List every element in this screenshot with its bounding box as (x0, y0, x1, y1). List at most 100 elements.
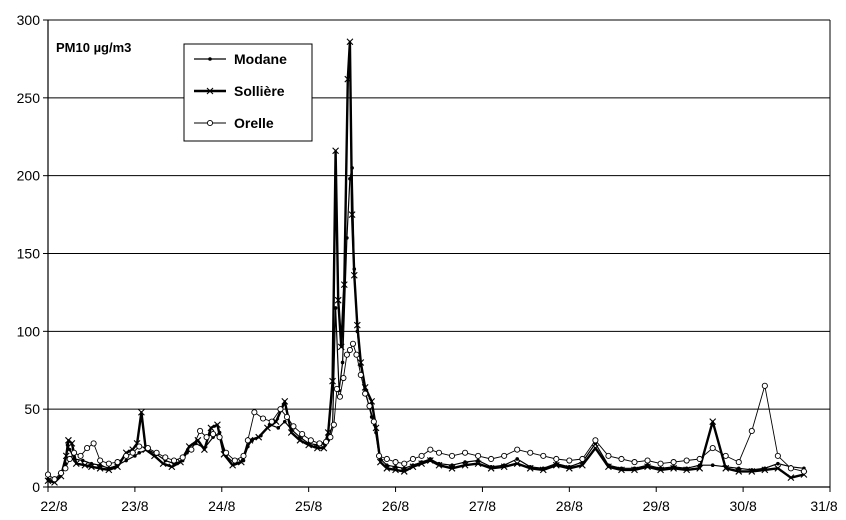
data-point (90, 440, 97, 447)
data-point (340, 374, 347, 382)
data-point (57, 469, 65, 477)
y-tick-label: 150 (17, 246, 41, 262)
data-point (207, 424, 215, 432)
data-point (526, 464, 534, 472)
data-point (330, 421, 337, 428)
data-point (72, 460, 80, 468)
data-point (435, 461, 443, 469)
data-point (409, 455, 416, 463)
data-point (77, 452, 84, 459)
data-point (162, 454, 169, 461)
data-point (670, 464, 677, 472)
x-axis-ticks: 22/8 23/8 24/8 25/8 26/8 27/8 28/8 29/8 30/8 31/8 (40, 487, 838, 514)
data-point (159, 460, 167, 468)
y-tick-label: 100 (17, 323, 41, 339)
gridlines (48, 19, 830, 410)
x-tick-label: 27/8 (469, 498, 496, 514)
data-point (216, 434, 223, 441)
data-point (709, 418, 717, 426)
data-point (774, 452, 781, 459)
data-point (340, 281, 348, 289)
data-point (240, 452, 247, 459)
data-point (223, 449, 230, 456)
data-point (515, 457, 519, 461)
data-point (409, 463, 417, 471)
series-sollière (44, 38, 808, 486)
data-point (735, 459, 742, 466)
data-point (578, 461, 586, 469)
data-point (540, 452, 547, 459)
data-point (334, 296, 342, 304)
data-point (552, 461, 560, 469)
data-point (129, 449, 136, 456)
data-point (761, 466, 769, 474)
x-tick-label: 25/8 (295, 498, 322, 514)
data-point (579, 455, 586, 463)
data-point (51, 476, 58, 483)
data-point (188, 446, 195, 453)
data-point (346, 346, 353, 354)
data-point (605, 452, 612, 459)
legend-swatch-marker (208, 57, 212, 61)
x-tick-label: 30/8 (729, 498, 756, 514)
data-point (340, 360, 345, 365)
legend-label: Orelle (234, 115, 274, 131)
y-tick-label: 200 (17, 168, 41, 184)
legend-label: Sollière (234, 83, 285, 99)
data-point (71, 449, 78, 456)
data-point (98, 463, 102, 468)
data-point (299, 431, 306, 438)
data-point (501, 452, 508, 459)
data-point (696, 464, 704, 472)
data-point (427, 446, 434, 453)
data-point (136, 443, 143, 450)
series-line-0 (47, 167, 804, 482)
data-point (255, 433, 263, 441)
data-point (375, 452, 383, 459)
data-point (290, 423, 297, 430)
data-point (418, 460, 426, 468)
y-tick-label: 50 (24, 401, 40, 417)
data-point (316, 440, 323, 447)
data-point (500, 463, 508, 471)
data-point (44, 471, 52, 478)
series-modane (46, 166, 806, 483)
data-point (787, 474, 795, 482)
x-tick-label: 26/8 (382, 498, 409, 514)
data-point (696, 455, 703, 463)
data-point (124, 458, 128, 463)
data-point (322, 438, 330, 445)
data-point (81, 461, 89, 469)
data-point (514, 446, 521, 453)
data-point (735, 468, 743, 475)
data-point (348, 211, 356, 218)
data-point (566, 457, 573, 464)
data-point (463, 460, 467, 464)
data-point (605, 463, 612, 471)
data-point (787, 465, 794, 472)
data-point (418, 452, 425, 459)
data-point (168, 463, 176, 471)
data-point (68, 440, 76, 447)
data-point (393, 464, 398, 469)
data-point (392, 466, 399, 474)
data-point (84, 445, 91, 452)
data-point (474, 460, 482, 468)
data-point (210, 431, 217, 438)
data-point (631, 466, 638, 474)
y-axis-ticks: 0 50 100 150 200 250 300 (17, 12, 48, 495)
data-point (402, 466, 407, 471)
x-tick-label: 31/8 (810, 498, 837, 514)
data-point (513, 460, 521, 468)
data-point (144, 445, 151, 452)
data-point (344, 75, 352, 83)
data-point (488, 455, 495, 463)
data-point (329, 377, 336, 385)
data-point (800, 468, 807, 475)
data-point (153, 449, 160, 456)
legend-label: Modane (234, 51, 287, 67)
legend-item: Orelle (194, 115, 274, 131)
data-point (137, 450, 142, 455)
data-point (307, 437, 314, 444)
legend-item: Modane (194, 51, 287, 67)
